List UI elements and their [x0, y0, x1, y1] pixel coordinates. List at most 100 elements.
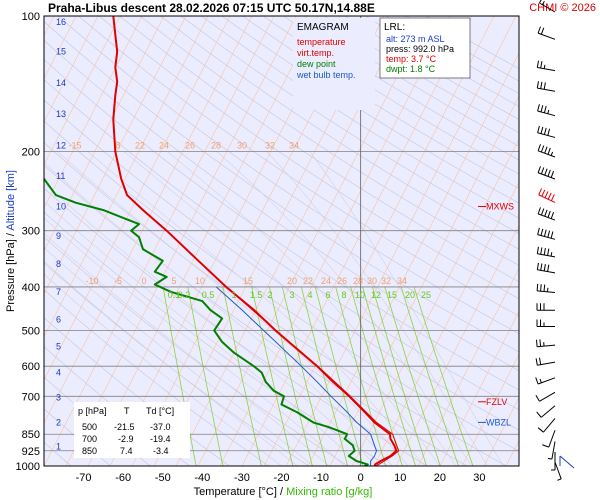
barb-staff [540, 405, 556, 418]
barb-staff [539, 2, 556, 13]
barb-feather [539, 339, 542, 347]
wind-barb [537, 125, 556, 138]
wind-barb [547, 441, 556, 460]
x-tick-label: -70 [76, 472, 92, 484]
wind-barb [536, 81, 556, 92]
barb-feather [540, 61, 543, 69]
y-axis-title: Pressure [hPa] / Altitude [km] [5, 170, 17, 312]
table-cell: -2.9 [118, 434, 134, 444]
isotherm-label: -10 [85, 276, 98, 286]
barb-staff [543, 418, 556, 433]
dry-adiabat [201, 16, 519, 219]
isotherm-line [373, 181, 519, 466]
barb-feather [540, 167, 545, 175]
isotherm-line [197, 16, 429, 466]
wind-barb [542, 430, 556, 448]
wind-barb [536, 283, 556, 293]
mixing-ratio-tick: 10 [355, 290, 365, 300]
barb-feather [541, 1, 545, 5]
y-axis-label: Pressure [hPa] [5, 239, 17, 312]
barb-feather [540, 208, 545, 216]
barb-feather [540, 284, 542, 292]
barb-feather [539, 378, 542, 383]
series-layer [44, 16, 400, 466]
isotherm-label: 32 [265, 140, 275, 150]
barb-feather [544, 168, 548, 176]
barb-feather [547, 192, 552, 200]
altitude-label: 8 [56, 259, 61, 269]
barb-feather [550, 212, 555, 219]
barb-staff [537, 234, 556, 240]
y-tick-label: 700 [22, 391, 40, 403]
barb-feather [538, 188, 543, 196]
barb-feather [536, 283, 539, 291]
chart-title: Praha-Libus descent 28.02.2026 07:15 UTC… [48, 1, 375, 15]
x-tick-label: 20 [434, 472, 446, 484]
x-tick-label: -60 [115, 472, 131, 484]
wind-barb [536, 303, 555, 311]
table-cell: 850 [82, 446, 97, 456]
legend-virt-temp: virt.temp. [297, 48, 334, 58]
wind-barb [537, 26, 556, 40]
barb-feather [536, 60, 539, 68]
barb-feather [537, 144, 541, 151]
barb-feather [540, 145, 545, 153]
mixing-ratio-tick: 25 [421, 290, 431, 300]
mixing-ratio-tick: 0.5 [202, 290, 215, 300]
wind-barb [554, 461, 562, 481]
isotherm-label: 24 [321, 276, 331, 286]
y-tick-label: 925 [22, 446, 40, 458]
series-virt-temp [126, 194, 400, 466]
barb-feather [543, 247, 546, 256]
barb-feather [544, 146, 548, 154]
barb-feather [536, 246, 539, 254]
table-cell: 500 [82, 422, 97, 432]
altitude-label: 16 [56, 17, 66, 27]
altitude-label: 4 [56, 368, 61, 378]
table-cell: -37.0 [150, 422, 171, 432]
mixing-ratio-label: Mixing ratio [g/kg] [286, 486, 372, 498]
wind-barb [536, 246, 556, 258]
barb-staff [538, 194, 556, 203]
wind-barb [536, 60, 556, 72]
altitude-axis-label: Altitude [km] [5, 170, 17, 231]
altitude-label: 5 [56, 341, 61, 351]
mixing-ratio-tick: 20 [405, 290, 415, 300]
barb-staff [537, 344, 556, 348]
altitude-label: 6 [56, 314, 61, 324]
legend-dew-point: dew point [297, 59, 336, 69]
legend-title: EMAGRAM [297, 22, 349, 33]
table-cell: -3.4 [153, 446, 169, 456]
isotherm-line [439, 310, 519, 466]
dry-adiabat [221, 16, 519, 204]
barb-feather [544, 209, 548, 217]
barb-feather [543, 229, 547, 237]
barb-feather [550, 252, 553, 257]
barb-feather [541, 189, 546, 197]
mixing-ratio-tick: 3 [289, 290, 294, 300]
copyright: CHMI © 2026 [529, 2, 596, 14]
barb-feather [535, 394, 540, 402]
dry-adiabat [44, 39, 519, 372]
altitude-label: 7 [56, 287, 61, 297]
dry-adiabat [44, 59, 519, 391]
isotherm-line [285, 16, 517, 466]
wind-barb [537, 166, 556, 180]
x-tick-label: -20 [274, 472, 290, 484]
wind-barb [537, 144, 556, 158]
isotherm-line [65, 16, 297, 466]
barb-feather [536, 411, 542, 418]
altitude-label: 15 [56, 47, 66, 57]
dry-adiabat [98, 16, 519, 300]
barb-feather [537, 227, 540, 235]
y-tick-label: 300 [22, 226, 40, 238]
wind-barb [535, 391, 556, 402]
y-tick-label: 1000 [16, 461, 40, 473]
barb-staff [537, 172, 556, 180]
dry-adiabat [180, 16, 519, 234]
barb-feather [547, 147, 551, 155]
mixing-ratio-tick: 12 [371, 290, 381, 300]
svg-text:Pressure [hPa] / A: Pressure [hPa] / Altitude [km] [5, 170, 17, 312]
mixing-ratio-tick: 1.5 [250, 290, 263, 300]
mixing-ratio-tick: 4 [307, 290, 312, 300]
